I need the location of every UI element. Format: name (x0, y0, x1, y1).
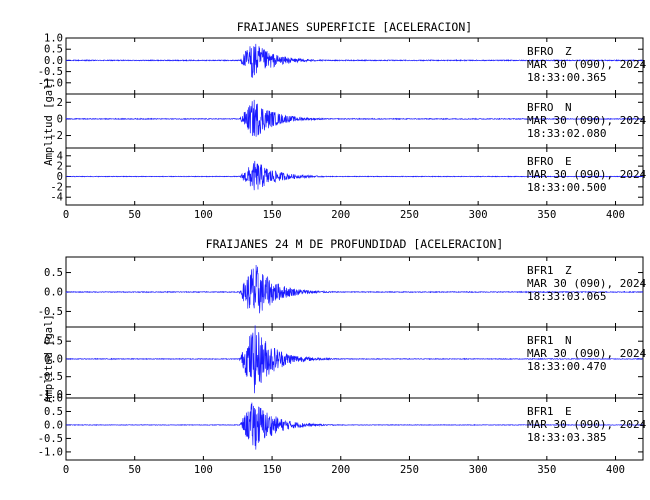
x-tick-label: 0 (63, 209, 69, 221)
x-tick-label: 50 (128, 464, 141, 476)
y-tick-label: 0.0 (44, 55, 63, 67)
x-tick-label: 50 (128, 209, 141, 221)
y-tick-label: -1.0 (38, 446, 63, 458)
y-tick-label: 0.5 (44, 336, 63, 348)
station-label: BFR1 (527, 334, 554, 347)
component-label: N (565, 334, 572, 347)
y-tick-label: 0.0 (44, 419, 63, 431)
component-label: E (565, 405, 572, 418)
x-tick-label: 400 (606, 464, 625, 476)
x-tick-label: 200 (331, 209, 350, 221)
y-tick-label: -0.5 (38, 66, 63, 78)
component-label: N (565, 101, 572, 114)
x-tick-label: 300 (469, 209, 488, 221)
y-tick-label: 0.0 (44, 353, 63, 365)
y-tick-label: 0.0 (44, 287, 63, 299)
station-label: BFRO (527, 155, 554, 168)
y-tick-label: 0 (57, 113, 63, 125)
y-axis-label: Amplitud [gal] (43, 77, 55, 166)
time-label: 18:33:00.500 (527, 181, 606, 194)
waveform-trace (65, 99, 644, 137)
chart-title: FRAIJANES 24 M DE PROFUNDIDAD [ACELERACI… (206, 237, 504, 251)
station-label: BFRO (527, 45, 554, 58)
waveform-trace (65, 325, 644, 394)
chart-title: FRAIJANES SUPERFICIE [ACELERACION] (237, 20, 472, 34)
y-tick-label: -1.0 (38, 77, 63, 89)
y-tick-label: -0.5 (38, 433, 63, 445)
waveform-trace (65, 402, 644, 450)
component-label: Z (565, 264, 572, 277)
time-label: 18:33:00.365 (527, 71, 606, 84)
y-tick-label: 0.5 (44, 267, 63, 279)
date-label: MAR 30 (090), 2024 (527, 168, 647, 181)
waveform-trace (66, 160, 644, 191)
y-tick-label: 0.5 (44, 44, 63, 56)
station-label: BFR1 (527, 264, 554, 277)
y-tick-label: 0 (57, 171, 63, 183)
date-label: MAR 30 (090), 2024 (527, 277, 647, 290)
x-tick-label: 200 (331, 464, 350, 476)
y-tick-label: 2 (57, 161, 63, 173)
panel-frame (65, 397, 644, 461)
x-tick-label: 350 (537, 209, 556, 221)
y-tick-label: 0.5 (44, 406, 63, 418)
station-label: BFRO (527, 101, 554, 114)
waveform-trace (65, 43, 643, 78)
y-tick-label: 4 (57, 150, 63, 162)
waveform-trace (65, 264, 644, 314)
x-tick-label: 150 (263, 464, 282, 476)
x-tick-label: 350 (537, 464, 556, 476)
x-tick-label: 400 (606, 209, 625, 221)
y-tick-label: 1.0 (44, 33, 63, 45)
station-label: BFR1 (527, 405, 554, 418)
x-tick-label: 0 (63, 464, 69, 476)
component-label: Z (565, 45, 572, 58)
date-label: MAR 30 (090), 2024 (527, 418, 647, 431)
time-label: 18:33:03.385 (527, 431, 606, 444)
x-tick-label: 100 (194, 209, 213, 221)
time-label: 18:33:00.470 (527, 360, 606, 373)
date-label: MAR 30 (090), 2024 (527, 58, 647, 71)
y-tick-label: 1.0 (44, 393, 63, 405)
y-axis-label: Amplitud [gal] (43, 314, 55, 403)
date-label: MAR 30 (090), 2024 (527, 114, 647, 127)
y-tick-label: -0.5 (38, 306, 63, 318)
time-label: 18:33:03.065 (527, 290, 606, 303)
y-tick-label: -4 (50, 192, 63, 204)
y-tick-label: -0.5 (38, 371, 63, 383)
x-tick-label: 250 (400, 209, 419, 221)
x-tick-label: 300 (469, 464, 488, 476)
date-label: MAR 30 (090), 2024 (527, 347, 647, 360)
x-tick-label: 150 (263, 209, 282, 221)
time-label: 18:33:02.080 (527, 127, 606, 140)
y-tick-label: -1.0 (38, 389, 63, 401)
y-tick-label: -2 (50, 181, 63, 193)
x-tick-label: 100 (194, 464, 213, 476)
chart-group-1: FRAIJANES SUPERFICIE [ACELERACION] Amplit… (38, 20, 647, 221)
component-label: E (565, 155, 572, 168)
x-tick-label: 250 (400, 464, 419, 476)
y-tick-label: 2 (57, 97, 63, 109)
y-tick-label: -2 (50, 130, 63, 142)
chart-group-2: FRAIJANES 24 M DE PROFUNDIDAD [ACELERACI… (38, 237, 647, 476)
